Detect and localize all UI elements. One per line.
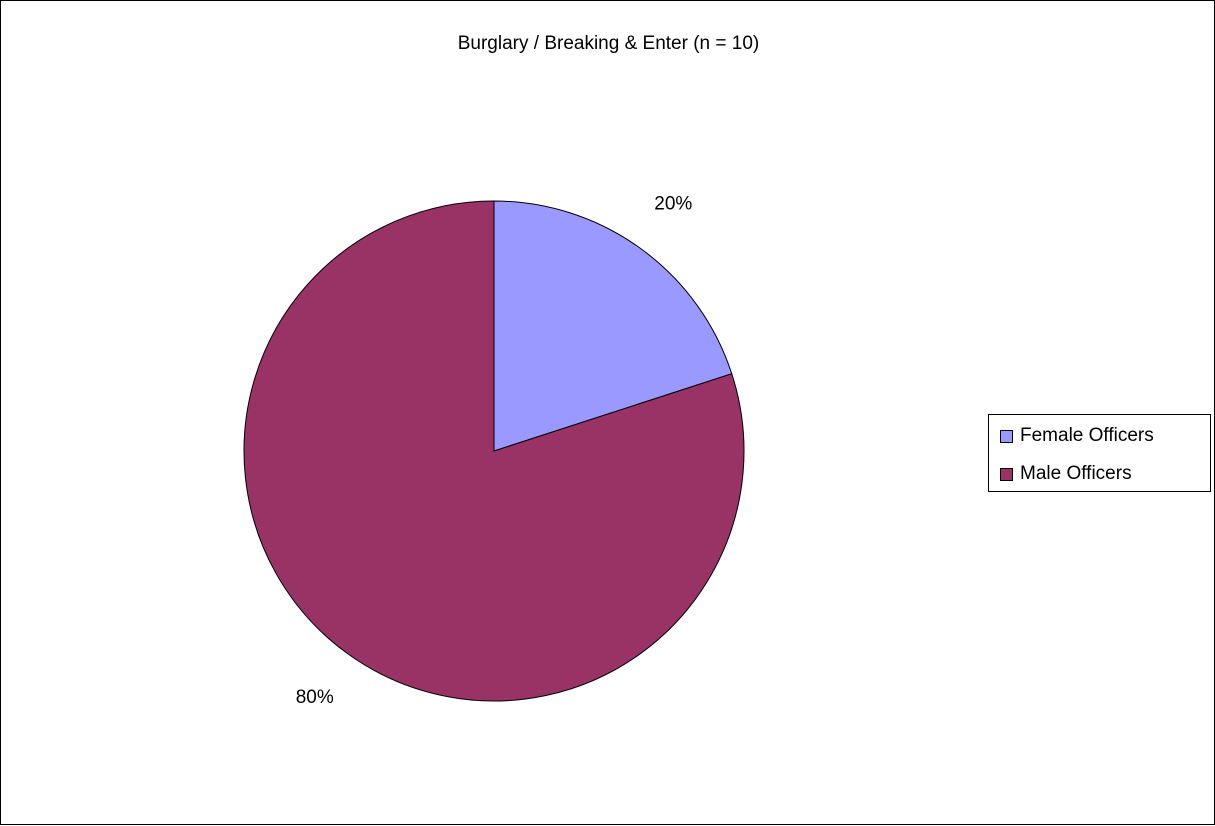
chart-title: Burglary / Breaking & Enter (n = 10)	[457, 33, 760, 54]
legend-swatch-male-officers	[1000, 467, 1013, 481]
legend-item-female-officers: Female Officers	[1000, 424, 1154, 448]
legend-item-male-officers: Male Officers	[1000, 462, 1132, 486]
pie-slice-male-officers	[243, 200, 745, 702]
data-label-female-officers: 20%	[654, 193, 692, 214]
pie-slice-female-officers	[493, 200, 733, 452]
legend-swatch-female-officers	[1000, 429, 1013, 443]
legend-label-female-officers: Female Officers	[1020, 425, 1154, 446]
legend: Female Officers Male Officers	[988, 414, 1211, 492]
data-label-male-officers: 80%	[296, 687, 334, 708]
legend-label-male-officers: Male Officers	[1020, 463, 1132, 484]
